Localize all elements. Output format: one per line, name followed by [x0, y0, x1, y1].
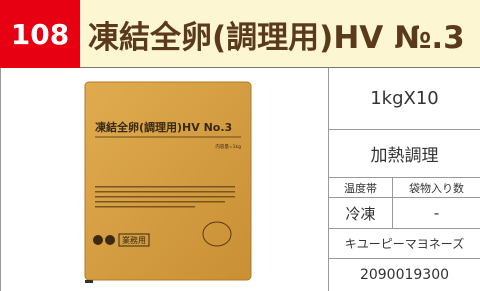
image-panel: 凍結全卵(調理用)HV No.3 内容量=1kg 業務用 — [0, 68, 329, 291]
usage: 加熱調理 — [329, 130, 480, 178]
count-header: 袋物入り数 — [393, 178, 480, 198]
product-image: 凍結全卵(調理用)HV No.3 内容量=1kg 業務用 — [1, 68, 328, 290]
product-card: 108 凍結全卵(調理用)HV №.3 凍結全卵(調理用)HV No.3 内容量… — [0, 0, 480, 291]
package-badge: 業務用 — [122, 235, 146, 245]
package — [85, 82, 251, 280]
product-code: 2090019300 — [329, 259, 480, 291]
product-title: 凍結全卵(調理用)HV №.3 — [88, 0, 465, 68]
item-number: 108 — [0, 0, 80, 68]
maker: キユーピーマヨネーズ — [329, 229, 480, 259]
package-size: 1kgX10 — [329, 68, 480, 130]
package-content: 内容量=1kg — [215, 143, 241, 150]
package-label: 凍結全卵(調理用)HV No.3 — [95, 120, 232, 134]
shadow — [85, 280, 93, 283]
storage: 冷凍 — [329, 198, 393, 229]
storage-header: 温度帯 — [329, 178, 393, 198]
count: - — [393, 198, 480, 229]
